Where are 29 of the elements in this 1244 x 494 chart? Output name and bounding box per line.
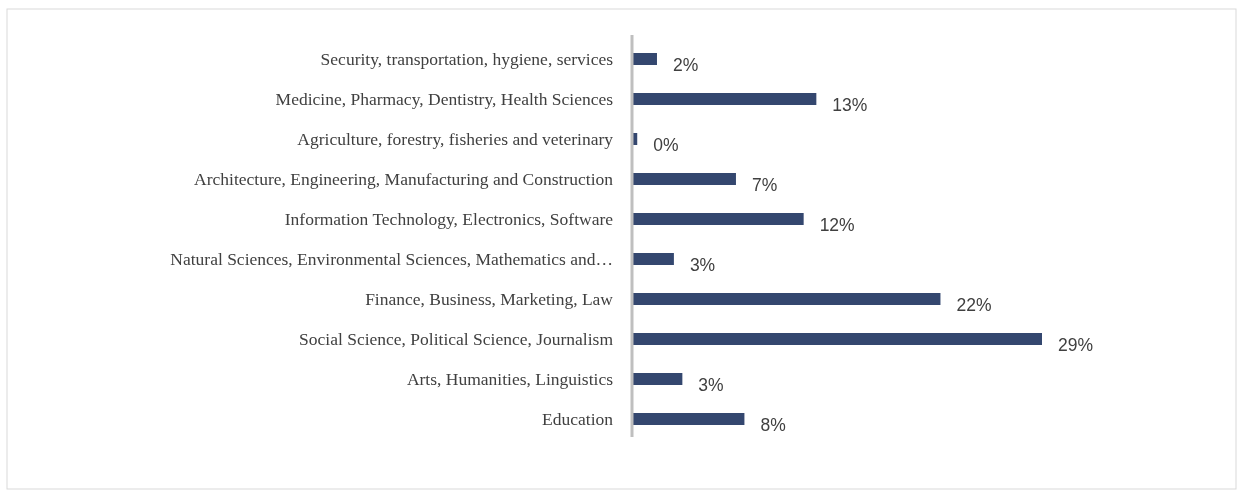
- y-tick-label: Information Technology, Electronics, Software: [284, 209, 614, 230]
- data-label: 7%: [751, 175, 778, 196]
- data-label: 12%: [819, 215, 855, 236]
- y-tick-label: Architecture, Engineering, Manufacturing and Construction: [194, 169, 614, 190]
- bar: [633, 173, 736, 185]
- bar: [633, 253, 674, 265]
- bar: [633, 93, 817, 105]
- bar: [633, 53, 657, 65]
- y-tick-label: Arts, Humanities, Linguistics: [406, 369, 614, 390]
- data-label: 0%: [653, 135, 679, 156]
- y-tick-label: Social Science, Political Science, Journalism: [299, 329, 614, 350]
- bar: [633, 333, 1042, 345]
- y-tick-label: Medicine, Pharmacy, Dentistry, Health Sciences: [275, 89, 614, 110]
- data-label: 29%: [1058, 335, 1094, 356]
- bar: [633, 373, 683, 385]
- data-label: 3%: [698, 375, 724, 396]
- data-label: 8%: [760, 415, 786, 436]
- y-tick-label: Natural Sciences, Environmental Sciences, Mathematics and…: [170, 249, 613, 270]
- data-label: 2%: [672, 55, 699, 76]
- data-label: 3%: [689, 255, 716, 276]
- bar: [633, 413, 745, 425]
- y-tick-label: Education: [542, 409, 614, 430]
- data-label: 22%: [956, 295, 992, 316]
- y-tick-label: Finance, Business, Marketing, Law: [365, 289, 614, 310]
- data-label: 13%: [832, 95, 868, 116]
- bar: [633, 213, 804, 225]
- y-tick-label: Agriculture, forestry, fisheries and veterinary: [297, 129, 614, 150]
- bar: [633, 293, 941, 305]
- y-tick-label: Security, transportation, hygiene, services: [320, 49, 614, 70]
